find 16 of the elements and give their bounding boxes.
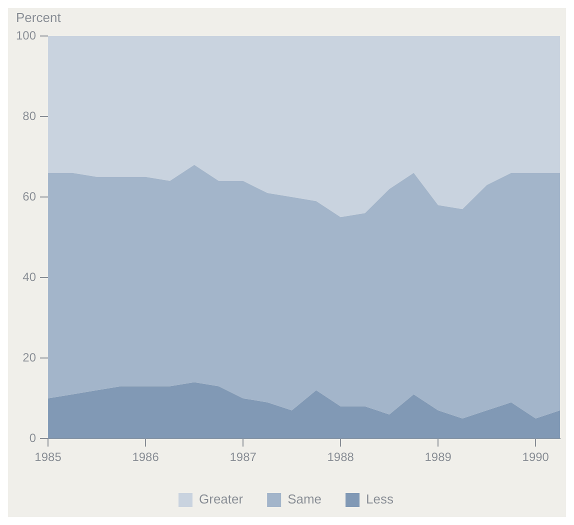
y-tick-label: 60	[22, 189, 36, 204]
y-tick-label: 100	[16, 28, 36, 42]
legend-label: Greater	[199, 492, 244, 507]
x-tick-label: 1989	[424, 450, 452, 464]
y-tick-label: 20	[22, 350, 36, 364]
y-tick-label: 0	[29, 430, 36, 445]
legend-label: Less	[366, 492, 394, 507]
x-tick-label: 1985	[34, 450, 62, 464]
y-tick-label: 40	[22, 270, 36, 284]
legend-label: Same	[288, 492, 322, 507]
x-tick-label: 1986	[132, 450, 160, 464]
x-tick-label: 1990	[522, 450, 550, 464]
x-tick-label: 1987	[230, 450, 257, 464]
y-tick-label: 80	[22, 108, 36, 123]
x-tick-label: 1988	[327, 450, 354, 464]
y-axis-title: Percent	[16, 10, 62, 26]
